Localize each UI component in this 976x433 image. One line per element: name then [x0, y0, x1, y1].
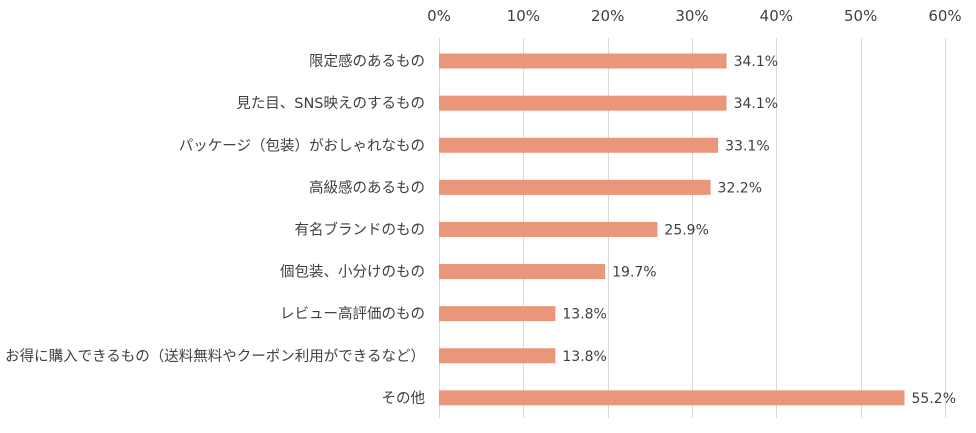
bars: [439, 53, 905, 406]
category-label: レビュー高評価のもの: [280, 306, 425, 323]
x-tick-label: 10%: [507, 7, 540, 25]
x-tick-label: 0%: [427, 7, 451, 25]
category-label: 高級感のあるもの: [309, 179, 425, 196]
x-axis: 0% 10% 20% 30% 40% 50% 60%: [427, 7, 962, 25]
value-label: 34.1%: [734, 54, 778, 70]
x-tick-label: 60%: [928, 7, 961, 25]
x-tick-label: 40%: [760, 7, 793, 25]
x-tick-label: 30%: [675, 7, 708, 25]
x-tick-label: 20%: [591, 7, 624, 25]
category-label: パッケージ（包装）がおしゃれなもの: [179, 137, 425, 154]
data-labels: 34.1% 34.1% 33.1% 32.2% 25.9% 19.7% 13.8% 13.8%…: [562, 54, 956, 407]
bar: [439, 390, 905, 406]
category-label: 限定感のあるもの: [309, 53, 425, 70]
bar: [439, 95, 727, 111]
category-label: 個包装、小分けのもの: [280, 264, 425, 281]
bar: [439, 137, 719, 153]
value-label: 25.9%: [664, 222, 708, 238]
bar: [439, 53, 727, 69]
value-label: 19.7%: [612, 265, 656, 281]
x-tick-label: 50%: [844, 7, 877, 25]
value-label: 13.8%: [562, 307, 606, 323]
value-label: 33.1%: [725, 138, 769, 154]
category-label: 有名ブランドのもの: [295, 220, 426, 238]
category-label: その他: [382, 390, 426, 407]
bar: [439, 221, 658, 237]
category-label: お得に購入できるもの（送料無料やクーポン利用ができるなど）: [5, 348, 425, 365]
value-label: 55.2%: [912, 391, 956, 407]
bar: [439, 179, 711, 195]
bar: [439, 306, 556, 322]
value-label: 32.2%: [718, 180, 762, 196]
category-labels: 限定感のあるもの見た目、SNS映えのするものパッケージ（包装）がおしゃれなもの高…: [5, 53, 425, 407]
bar: [439, 264, 606, 280]
category-label: 見た目、SNS映えのするもの: [236, 95, 425, 112]
value-label: 13.8%: [562, 349, 606, 365]
bar: [439, 348, 556, 364]
value-label: 34.1%: [734, 96, 778, 112]
